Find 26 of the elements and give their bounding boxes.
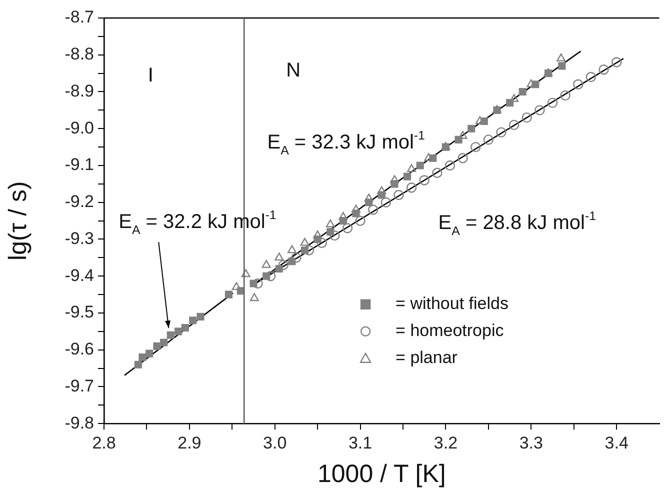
y-tick-label: -9.8 [64, 413, 94, 432]
legend-label: = homeotropic [396, 321, 504, 340]
x-tick-label: 3.4 [604, 433, 628, 452]
x-tick-label: 2.8 [92, 433, 116, 452]
y-tick-label: -9.2 [64, 192, 94, 212]
annotation: N [286, 59, 301, 82]
y-tick-label: -8.7 [64, 8, 94, 27]
y-tick-label: -8.8 [64, 44, 94, 64]
y-tick-label: -9.1 [64, 155, 94, 174]
legend-label: = planar [396, 348, 458, 368]
x-tick-label: 3.0 [263, 433, 287, 452]
x-tick-label: 3.2 [434, 433, 458, 452]
y-tick-label: -9.4 [64, 266, 94, 285]
y-tick-label: -9.5 [64, 302, 94, 322]
x-axis-title: 1000 / T [K] [317, 460, 446, 488]
y-tick-label: -9.6 [64, 340, 94, 359]
y-tick-label: -8.9 [64, 81, 94, 100]
y-axis-title: lg(τ / s) [4, 181, 32, 260]
x-tick-label: 2.9 [178, 433, 202, 452]
x-tick-label: 3.1 [348, 433, 372, 452]
y-tick-label: -9.7 [64, 376, 94, 396]
x-tick-label: 3.3 [519, 433, 543, 452]
legend-label: = without fields [396, 294, 508, 314]
y-tick-label: -9.3 [64, 228, 94, 248]
y-tick-label: -9.0 [64, 118, 94, 138]
annotation: I [148, 64, 154, 87]
